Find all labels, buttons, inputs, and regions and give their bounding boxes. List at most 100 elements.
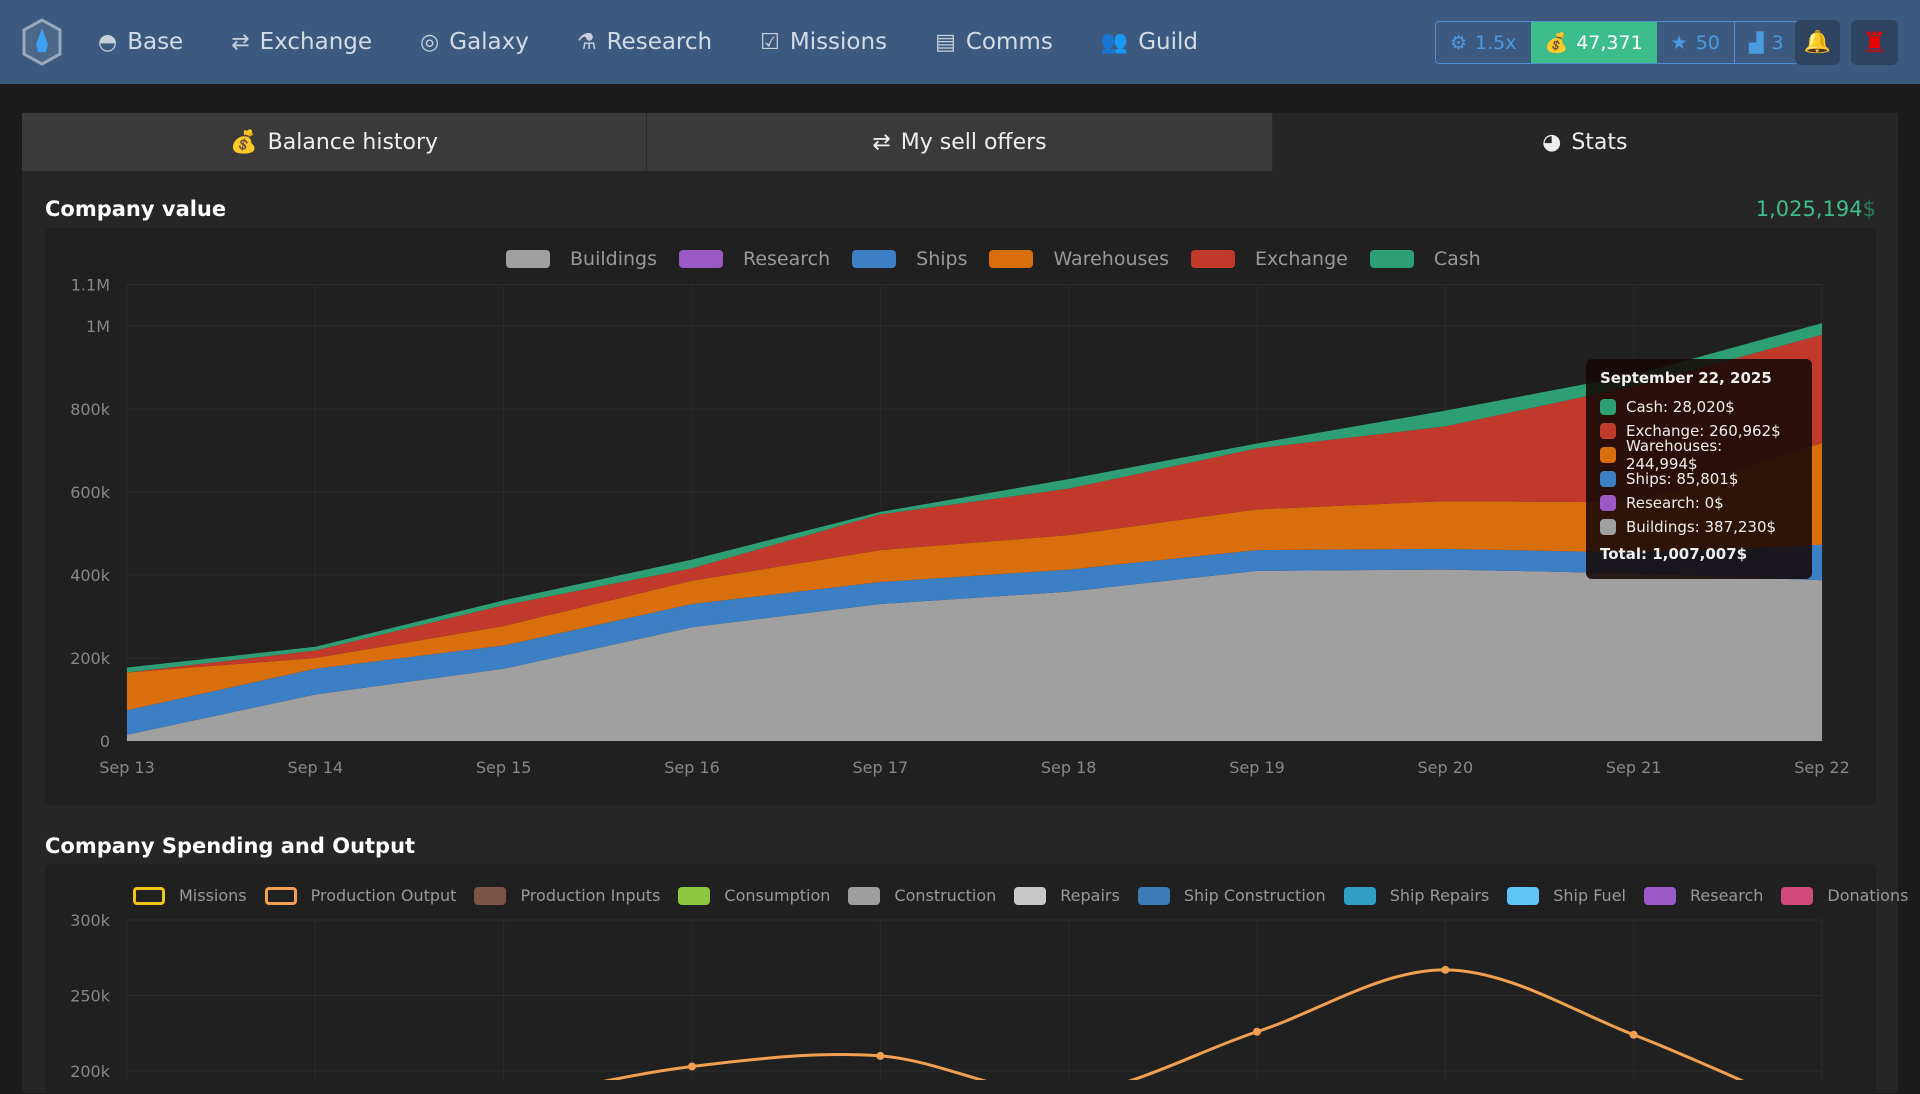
tooltip-swatch <box>1600 495 1616 511</box>
tabs: 💰 Balance history ⇄ My sell offers ◕ Stats <box>22 113 1898 171</box>
legend-item-ship-fuel[interactable]: Ship Fuel <box>1507 886 1626 905</box>
legend-item-production-output[interactable]: Production Output <box>264 886 457 905</box>
company-value-title: Company value <box>45 197 227 221</box>
tab-balance-history[interactable]: 💰 Balance history <box>22 113 648 171</box>
logo-icon[interactable] <box>20 18 64 66</box>
tooltip-row-label: Buildings: 387,230$ <box>1626 518 1777 536</box>
legend-item-repairs[interactable]: Repairs <box>1014 886 1120 905</box>
tooltip-total: Total: 1,007,007$ <box>1600 545 1748 563</box>
tooltip-row: Warehouses: 244,994$ <box>1600 437 1798 473</box>
legend-swatch <box>989 250 1034 268</box>
speed-badge[interactable]: ⚙ 1.5x <box>1450 31 1517 54</box>
legend-swatch <box>1190 250 1235 268</box>
legend-item-research[interactable]: Research <box>678 248 830 270</box>
legend-label: Cash <box>1433 248 1481 270</box>
tab-my-sell-offers[interactable]: ⇄ My sell offers <box>647 113 1273 171</box>
legend-item-ships[interactable]: Ships <box>852 248 967 270</box>
tooltip-swatch <box>1600 519 1616 535</box>
nav-base[interactable]: ◓ Base <box>98 29 184 55</box>
notifications-button[interactable]: 🔔 <box>1795 20 1840 65</box>
tooltip-row-label: Ships: 85,801$ <box>1626 470 1739 488</box>
legend-swatch <box>1369 250 1414 268</box>
nav-galaxy[interactable]: ◎ Galaxy <box>420 29 529 55</box>
legend-item-buildings[interactable]: Buildings <box>506 248 657 270</box>
legend-item-research[interactable]: Research <box>1643 886 1764 905</box>
top-nav: ◓ Base ⇄ Exchange ◎ Galaxy ⚗ Research ☑ Missi… <box>0 0 1920 84</box>
tooltip-row-label: Exchange: 260,962$ <box>1626 422 1781 440</box>
tab-stats[interactable]: ◕ Stats <box>1272 113 1898 171</box>
legend-swatch <box>848 886 881 905</box>
legend-swatch <box>678 886 711 905</box>
tooltip-swatch <box>1600 447 1616 463</box>
bell-icon: 🔔 <box>1803 30 1832 55</box>
tooltip-swatch <box>1600 471 1616 487</box>
spending-legend: Missions Production Output Production Inpu… <box>133 886 1908 905</box>
legend-label: Repairs <box>1060 886 1120 905</box>
legend-label: Production Output <box>310 886 457 905</box>
money-bag-icon: 💰 <box>230 129 258 155</box>
star-icon: ★ <box>1670 31 1688 54</box>
legend-item-construction[interactable]: Construction <box>848 886 996 905</box>
tooltip-row-label: Warehouses: 244,994$ <box>1625 437 1723 473</box>
company-value-total: 1,025,194$ <box>1755 197 1876 221</box>
legend-label: Buildings <box>570 248 657 270</box>
pie-chart-icon: ◕ <box>1542 129 1562 155</box>
nav-research[interactable]: ⚗ Research <box>576 29 713 55</box>
legend-item-warehouses[interactable]: Warehouses <box>989 248 1169 270</box>
legend-item-consumption[interactable]: Consumption <box>678 886 830 905</box>
legend-label: Ship Repairs <box>1389 886 1490 905</box>
tooltip-row: Cash: 28,020$ <box>1600 395 1798 419</box>
legend-item-exchange[interactable]: Exchange <box>1190 248 1348 270</box>
avatar[interactable]: ♜ <box>1851 20 1898 65</box>
legend-item-ship-repairs[interactable]: Ship Repairs <box>1343 886 1490 905</box>
legend-swatch <box>264 886 297 905</box>
tooltip-row: Ships: 85,801$ <box>1600 467 1798 491</box>
money-bag-icon: 💰 <box>1544 32 1569 54</box>
legend-label: Missions <box>179 886 247 905</box>
nav-missions[interactable]: ☑ Missions <box>760 29 888 55</box>
nav-comms[interactable]: ▤ Comms <box>935 29 1053 55</box>
legend-label: Production Inputs <box>520 886 661 905</box>
tooltip-row: Buildings: 387,230$ <box>1600 515 1798 539</box>
rank-badge[interactable]: ▟ 3 <box>1733 22 1798 63</box>
tooltip-row: Research: 0$ <box>1600 491 1798 515</box>
flask-icon: ⚗ <box>576 29 597 55</box>
legend-swatch <box>852 250 897 268</box>
legend-item-donations[interactable]: Donations <box>1781 886 1908 905</box>
legend-swatch <box>474 886 507 905</box>
chat-icon: ▤ <box>935 29 956 55</box>
legend-label: Donations <box>1827 886 1909 905</box>
exchange-icon: ⇄ <box>231 29 250 55</box>
tooltip-row: Exchange: 260,962$ <box>1600 419 1798 443</box>
nav-guild[interactable]: 👥 Guild <box>1100 29 1198 55</box>
legend-label: Consumption <box>724 886 831 905</box>
chart-tooltip: September 22, 2025 Cash: 28,020$ Exchange… <box>1586 359 1812 579</box>
legend-label: Ships <box>916 248 968 270</box>
status-badges: ⚙ 1.5x 💰 47,371 ★ 50 ▟ 3 <box>1435 21 1799 64</box>
money-badge[interactable]: 💰 47,371 <box>1530 22 1657 63</box>
legend-label: Construction <box>894 886 997 905</box>
legend-item-missions[interactable]: Missions <box>133 886 247 905</box>
tooltip-swatch <box>1600 423 1616 439</box>
speed-icon: ⚙ <box>1450 31 1468 54</box>
nav-exchange[interactable]: ⇄ Exchange <box>231 29 373 55</box>
legend-swatch <box>1343 886 1376 905</box>
legend-swatch <box>506 250 550 268</box>
legend-label: Warehouses <box>1053 248 1169 270</box>
exchange-icon: ⇄ <box>872 129 891 155</box>
tooltip-swatch <box>1600 399 1616 415</box>
legend-label: Research <box>1689 886 1764 905</box>
stars-badge[interactable]: ★ 50 <box>1670 31 1720 54</box>
legend-item-production-inputs[interactable]: Production Inputs <box>474 886 660 905</box>
company-value-legend: Buildings Research Ships Warehouses Exchange… <box>506 248 1481 270</box>
legend-label: Ship Construction <box>1183 886 1326 905</box>
legend-swatch <box>1643 886 1676 905</box>
galaxy-icon: ◎ <box>420 29 440 55</box>
legend-swatch <box>1014 886 1047 905</box>
legend-item-cash[interactable]: Cash <box>1369 248 1481 270</box>
legend-label: Ship Fuel <box>1553 886 1626 905</box>
legend-item-ship-construction[interactable]: Ship Construction <box>1137 886 1326 905</box>
planet-icon: ◓ <box>98 29 118 55</box>
legend-swatch <box>133 886 165 905</box>
tooltip-row-label: Cash: 28,020$ <box>1626 398 1735 416</box>
